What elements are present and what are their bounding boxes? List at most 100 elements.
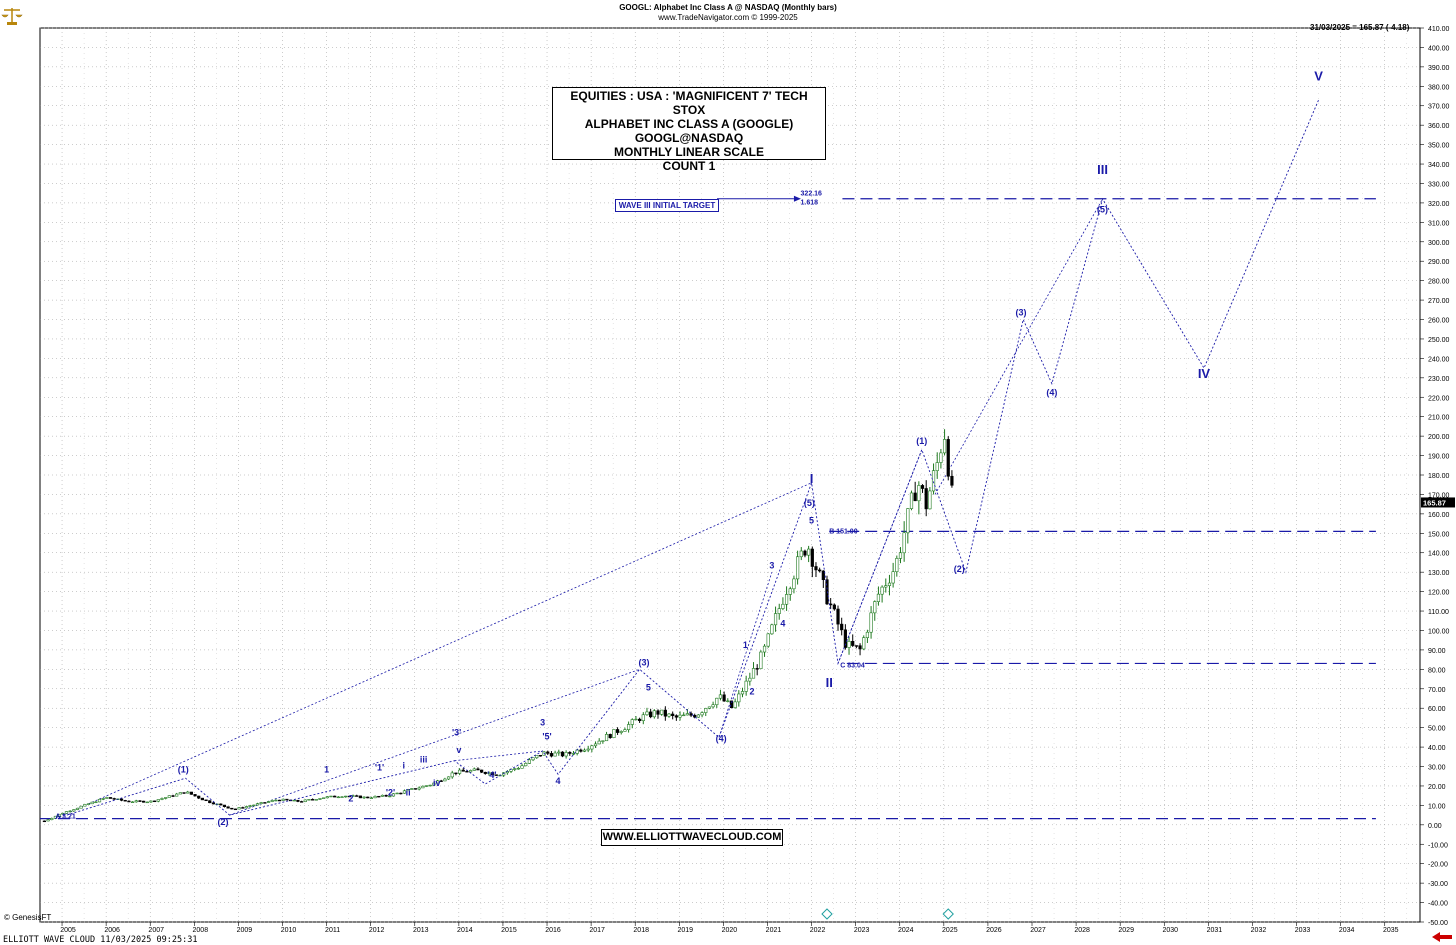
price-bar-body [325,796,329,799]
info-line-3: GOOGL@NASDAQ [634,131,744,145]
price-bar-body [601,740,605,742]
chart-subtitle: www.TradeNavigator.com © 1999-2025 [658,13,798,22]
price-bar-body [582,749,587,752]
price-bar-body [46,819,50,822]
price-bar-body [358,795,362,799]
y-tick-label: 390.00 [1428,65,1450,72]
y-tick-label: 20.00 [1428,784,1446,791]
price-bar-body [887,582,892,586]
price-bar-body [784,594,789,605]
price-bar-body [630,719,634,725]
price-bar-body [454,772,458,775]
y-tick-label: 230.00 [1428,376,1450,383]
price-bar-body [568,752,572,754]
price-bar-body [127,800,131,803]
price-bar-body [384,794,388,797]
price-bar-body [292,799,296,802]
price-bar-body [472,768,476,771]
info-box: EQUITIES : USA : 'MAGNIFICENT 7' TECH ST… [552,87,826,173]
price-bar-body [340,796,344,798]
price-bar-body [252,804,256,807]
price-bar-body [311,799,315,801]
y-tick-label: 300.00 [1428,240,1450,247]
price-bar-body [854,645,858,647]
price-bar-body [90,801,94,805]
price-bar-body [421,785,425,789]
y-tick-label: 120.00 [1428,590,1450,597]
price-bar-body [123,800,127,802]
price-bar-body [818,569,822,572]
price-bar-body [487,772,491,774]
price-bar-body [270,800,274,802]
price-bar-body [773,613,778,626]
price-bar-body [781,603,785,609]
price-bar-body [843,629,847,648]
price-bar-body [527,759,531,764]
price-bar-body [674,715,678,718]
price-bar-body [432,782,436,786]
price-bar-body [832,604,836,610]
price-bar-body [75,807,80,810]
wave-label: 4 [556,776,561,786]
price-bar-body [388,795,392,798]
wave-label: 5 [809,516,814,526]
y-tick-label: 60.00 [1428,706,1446,713]
x-tick-label: 2021 [766,927,782,934]
price-bar-body [299,801,304,803]
price-bar-body [149,800,153,803]
price-bar-body [553,752,557,757]
price-bar-body [97,798,102,803]
price-bar-body [516,767,520,770]
helper-line [55,482,812,819]
chart-title: GOOGL: Alphabet Inc Class A @ NASDAQ (Mo… [619,3,837,12]
y-tick-label: 80.00 [1428,667,1446,674]
price-bar-body [469,770,473,773]
price-bar-body [68,810,72,813]
price-bar-body [634,718,638,721]
price-bar-body [119,798,124,801]
wave-label: C 83.04 [840,662,865,669]
price-bar-body [142,800,146,803]
price-bar-body [186,791,190,794]
level-label: 1.618 [801,200,819,207]
helper-line [229,668,640,816]
price-bar-body [862,637,866,650]
price-bar-body [792,578,796,590]
price-bar-body [86,803,91,805]
price-bar-body [652,710,656,718]
price-bar-body [296,799,300,802]
y-tick-label: 160.00 [1428,512,1450,519]
wave-label: '4' [487,770,496,780]
y-tick-label: -40.00 [1428,901,1448,908]
x-tick-label: 2031 [1207,927,1223,934]
y-tick-label: 130.00 [1428,570,1450,577]
x-tick-label: 2020 [722,927,738,934]
price-bar-body [476,768,480,771]
price-bar-body [851,641,855,646]
price-bar-body [491,772,495,776]
x-tick-label: 2030 [1162,927,1178,934]
price-bar-body [399,792,403,795]
price-bar-body [204,799,208,801]
price-bar-body [660,709,664,715]
wave-helper-lines [55,198,1103,819]
price-bar-body [748,677,752,682]
price-bar-body [226,806,230,809]
price-bar-body [263,802,267,804]
price-bar-body [788,588,792,595]
price-bar-body [590,745,594,750]
last-price-tag: 165.87 [1423,498,1446,507]
wave-label: 5 [646,683,651,693]
x-tick-label: 2006 [104,927,120,934]
scales-icon-pan-right [15,14,23,18]
price-bar-body [502,772,506,776]
price-bar-body [366,796,370,799]
price-bar-body [678,714,682,718]
price-bar-body [737,693,741,703]
chart-grid [39,27,1421,923]
y-tick-label: 370.00 [1428,104,1450,111]
price-bar-body [281,798,285,801]
price-bar-body [197,795,201,799]
y-tick-label: 400.00 [1428,45,1450,52]
wave-label: i [402,760,405,770]
